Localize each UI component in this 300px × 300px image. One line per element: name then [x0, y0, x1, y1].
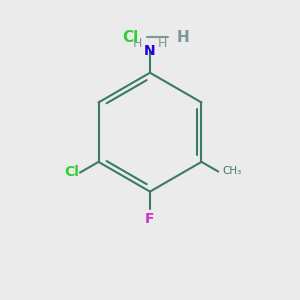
Text: N: N [144, 44, 156, 58]
Text: Cl: Cl [122, 30, 138, 45]
Text: Cl: Cl [64, 165, 79, 179]
Text: CH₃: CH₃ [223, 166, 242, 176]
Text: H: H [133, 37, 142, 50]
Text: F: F [145, 212, 155, 226]
Text: H: H [177, 30, 190, 45]
Text: H: H [158, 37, 167, 50]
